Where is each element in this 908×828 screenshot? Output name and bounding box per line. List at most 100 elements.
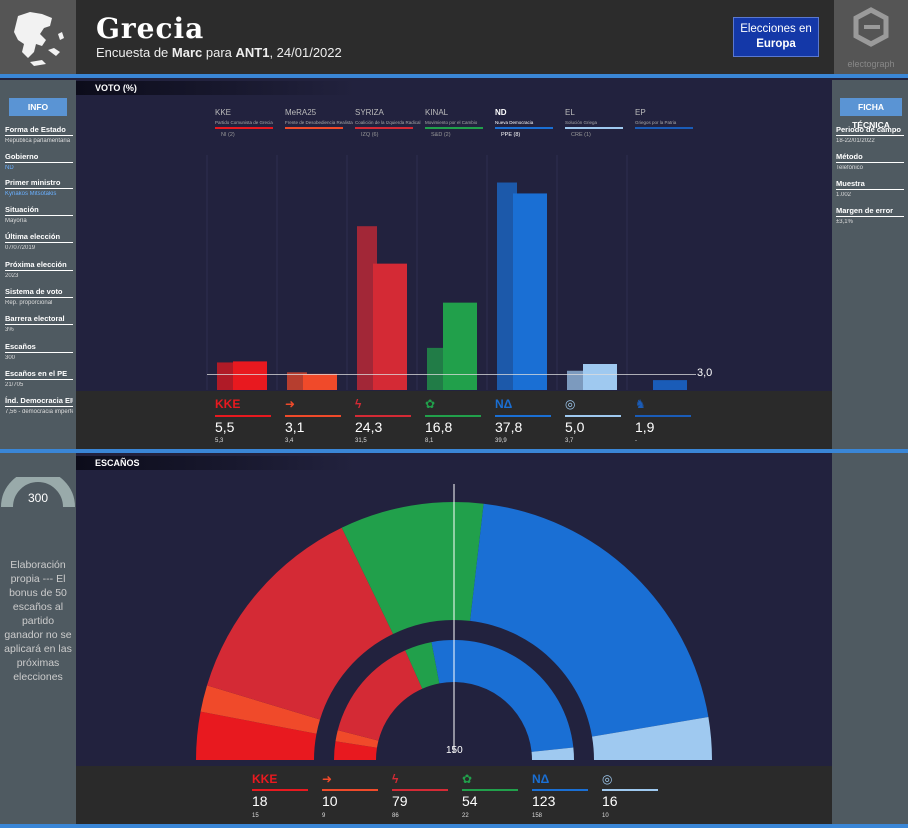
vote-color-line — [355, 415, 411, 417]
vote-value: 1,9 — [635, 419, 655, 435]
ficha-item-label: Método — [836, 151, 904, 163]
ficha-item: Periodo de campo 18-22/01/2022 — [836, 124, 904, 144]
party-name-syriza[interactable]: SYRIZA — [355, 108, 384, 117]
prev-vote-value: 3,7 — [565, 438, 574, 444]
info-button[interactable]: INFO — [9, 98, 67, 116]
threshold-label: 3,0 — [697, 367, 713, 379]
party-color-line — [425, 127, 483, 129]
vote-bar-mera25[interactable] — [303, 373, 337, 390]
party-fullname: Griegos por la Patria — [635, 120, 677, 125]
vote-value: 24,3 — [355, 419, 383, 435]
party-name-ep[interactable]: EP — [635, 108, 646, 117]
info-item-label: Próxima elección — [5, 259, 73, 271]
seat-value: 18 — [252, 793, 268, 809]
prev-seat-value: 15 — [252, 813, 259, 819]
info-item: Primer ministro Kyriakos Mitsotakis — [5, 177, 73, 197]
info-item-value: 300 — [5, 355, 16, 361]
vote-value: 3,1 — [285, 419, 305, 435]
info-item-label: Índ. Democracia EIU — [5, 396, 73, 407]
prev-vote-value: - — [635, 438, 637, 444]
header-divider — [0, 74, 908, 78]
info-item-value: ND — [5, 165, 14, 171]
party-fullname: Solución Griega — [565, 120, 598, 125]
vote-bar-kinal[interactable] — [443, 302, 477, 390]
info-item: Sistema de voto Rep. proporcional — [5, 286, 73, 306]
prev-seat-arc-kinal[interactable] — [405, 642, 440, 689]
ficha-tecnica-button[interactable]: FICHA TÉCNICA — [840, 98, 902, 130]
party-logo-icon: ΝΔ — [532, 772, 550, 786]
vote-bar-syriza[interactable] — [373, 263, 407, 390]
seat-color-line — [252, 789, 308, 791]
party-fullname: Movimiento por el Cambio — [425, 120, 478, 125]
party-logo-icon: ✿ — [425, 397, 436, 411]
party-logo-icon: ◎ — [565, 397, 576, 411]
prev-seat-arc-mera25[interactable] — [335, 730, 379, 748]
party-group: IZQ (6) — [361, 132, 379, 138]
info-item: Escaños 300 — [5, 341, 73, 361]
prev-seat-arc-el[interactable] — [531, 747, 574, 760]
seat-color-line — [532, 789, 588, 791]
electograph-logo[interactable]: electograph — [834, 0, 908, 76]
party-color-line — [215, 127, 273, 129]
vote-results-footer — [76, 391, 832, 449]
info-item: Última elección 07/07/2019 — [5, 231, 73, 251]
party-name-nd[interactable]: ND — [495, 108, 507, 117]
info-item-label: Barrera electoral — [5, 313, 73, 325]
prev-seat-arc-kke[interactable] — [334, 741, 377, 760]
party-name-kinal[interactable]: KINAL — [425, 108, 449, 117]
vote-bar-el[interactable] — [583, 364, 617, 390]
seat-value: 10 — [322, 793, 338, 809]
seat-color-line — [392, 789, 448, 791]
vote-value: 37,8 — [495, 419, 523, 435]
party-logo-icon: ϟ — [392, 772, 399, 786]
vote-bar-nd[interactable] — [513, 193, 547, 390]
pollster-name: Marc — [171, 45, 203, 60]
seats-note: Elaboración propia --- El bonus de 50 es… — [4, 559, 72, 683]
party-name-kke[interactable]: KKE — [215, 108, 232, 117]
prev-seat-arc-nd[interactable] — [431, 640, 574, 752]
party-name-mera25[interactable]: MeRA25 — [285, 108, 317, 117]
seat-arc-nd[interactable] — [470, 503, 709, 737]
seat-arc-kinal[interactable] — [341, 502, 484, 634]
region-button[interactable]: Elecciones en Europa — [733, 17, 819, 57]
vote-value: 16,8 — [425, 419, 453, 435]
vote-color-line — [425, 415, 481, 417]
party-name-el[interactable]: EL — [565, 108, 575, 117]
seat-arc-kke[interactable] — [196, 711, 317, 760]
seat-arc-el[interactable] — [592, 716, 712, 760]
party-color-line — [355, 127, 413, 129]
party-color-line — [285, 127, 343, 129]
ficha-item-value: 18-22/01/2022 — [836, 138, 875, 144]
vote-bar-ep[interactable] — [653, 380, 687, 390]
gauge-arc-icon — [1, 477, 75, 507]
seat-arc-syriza[interactable] — [207, 527, 394, 720]
info-item: Situación Mayoría — [5, 204, 73, 224]
info-item-value: 21/705 — [5, 382, 24, 388]
logo-text: electograph — [847, 59, 895, 69]
country-map — [0, 0, 76, 76]
client-name: ANT1 — [235, 45, 270, 60]
party-logo-icon: KKE — [252, 772, 278, 786]
info-item-value[interactable]: Kyriakos Mitsotakis — [5, 191, 57, 197]
prev-seat-value: 86 — [392, 813, 399, 819]
info-item-value: 3% — [5, 327, 14, 333]
section-divider — [0, 449, 908, 453]
info-sidebar: INFO Forma de Estado República parlamenta… — [0, 80, 76, 828]
vote-color-line — [215, 415, 271, 417]
prev-seat-value: 158 — [532, 813, 543, 819]
info-item: Escaños en el PE 21/705 — [5, 368, 73, 388]
prev-vote-value: 3,4 — [285, 438, 294, 444]
prev-vote-bar-kinal — [427, 347, 447, 390]
vote-color-line — [565, 415, 621, 417]
seat-arc-mera25[interactable] — [200, 685, 320, 734]
prev-seat-arc-syriza[interactable] — [337, 650, 423, 741]
info-item-value: 7,56 - democracia imperfecta (2021) — [5, 409, 73, 415]
seat-value: 16 — [602, 793, 618, 809]
vote-bar-kke[interactable] — [233, 361, 267, 390]
vote-bar-chart — [206, 155, 696, 390]
prev-seat-value: 22 — [462, 813, 469, 819]
prev-seat-value: 10 — [602, 813, 609, 819]
info-item-value: 2023 — [5, 273, 19, 279]
greece-map-icon — [14, 12, 64, 66]
party-logo-icon: KKE — [215, 397, 241, 411]
